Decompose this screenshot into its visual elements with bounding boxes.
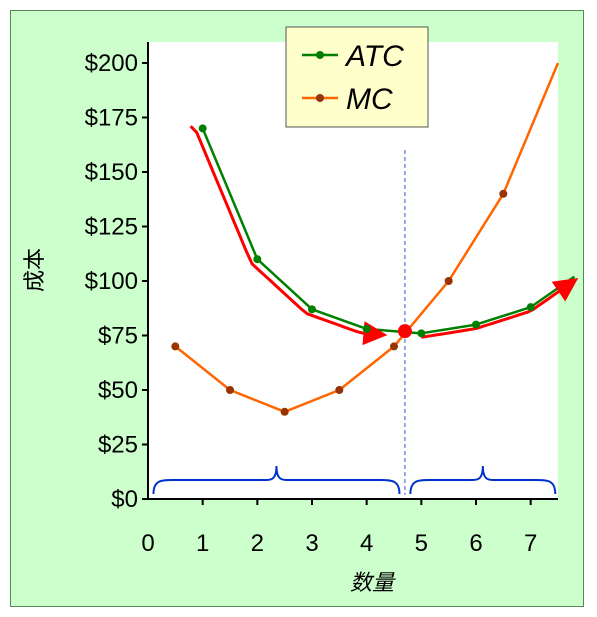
y-tick-label-0: $0 bbox=[111, 486, 138, 513]
legend-mc-marker bbox=[316, 94, 324, 102]
legend-atc-label: ATC bbox=[344, 40, 404, 73]
x-tick-label-2: 2 bbox=[251, 530, 264, 557]
point-mc-4 bbox=[390, 342, 398, 351]
point-atc-0 bbox=[198, 124, 207, 133]
point-atc-2 bbox=[308, 305, 316, 314]
point-mc-6 bbox=[499, 189, 508, 198]
y-tick-label-5: $125 bbox=[85, 214, 138, 241]
point-atc-5 bbox=[472, 320, 480, 329]
trend-arrow-decreasing bbox=[189, 125, 388, 346]
point-mc-0 bbox=[171, 342, 180, 351]
y-tick-label-2: $50 bbox=[98, 377, 138, 404]
series-line-mc bbox=[174, 62, 560, 414]
point-mc-3 bbox=[335, 386, 344, 394]
point-atc-6 bbox=[526, 303, 535, 312]
x-tick-label-6: 6 bbox=[469, 530, 482, 557]
x-tick-label-7: 7 bbox=[524, 530, 537, 557]
legend-atc-marker bbox=[316, 51, 324, 59]
x-tick-label-5: 5 bbox=[415, 530, 428, 557]
legend-box bbox=[285, 26, 429, 128]
legend-mc-label: MC bbox=[346, 83, 393, 116]
point-atc-1 bbox=[253, 255, 262, 264]
y-axis-title: 成本 bbox=[23, 248, 48, 292]
x-tick-label-0: 0 bbox=[141, 530, 154, 557]
x-tick-label-1: 1 bbox=[196, 530, 209, 557]
trend-arrow-increasing bbox=[421, 278, 579, 339]
y-tick-label-3: $75 bbox=[98, 323, 138, 350]
y-tick-label-6: $150 bbox=[85, 159, 138, 186]
point-atc-4 bbox=[417, 329, 426, 338]
y-tick-label-4: $100 bbox=[85, 268, 138, 295]
bracket-right bbox=[409, 465, 557, 495]
intersection-point bbox=[397, 324, 412, 339]
bracket-left bbox=[152, 465, 401, 495]
x-tick-label-4: 4 bbox=[360, 530, 373, 557]
point-atc-3 bbox=[362, 324, 371, 333]
point-mc-2 bbox=[280, 407, 289, 416]
x-tick-label-3: 3 bbox=[305, 530, 318, 557]
x-axis-title: 数量 bbox=[350, 571, 396, 596]
point-mc-5 bbox=[444, 277, 453, 285]
point-mc-1 bbox=[226, 386, 234, 394]
y-tick-label-1: $25 bbox=[98, 432, 138, 459]
series-line-atc bbox=[201, 127, 576, 335]
y-tick-label-7: $175 bbox=[85, 105, 138, 132]
y-tick-label-8: $200 bbox=[85, 50, 138, 77]
legend: ATC MC bbox=[285, 26, 429, 128]
